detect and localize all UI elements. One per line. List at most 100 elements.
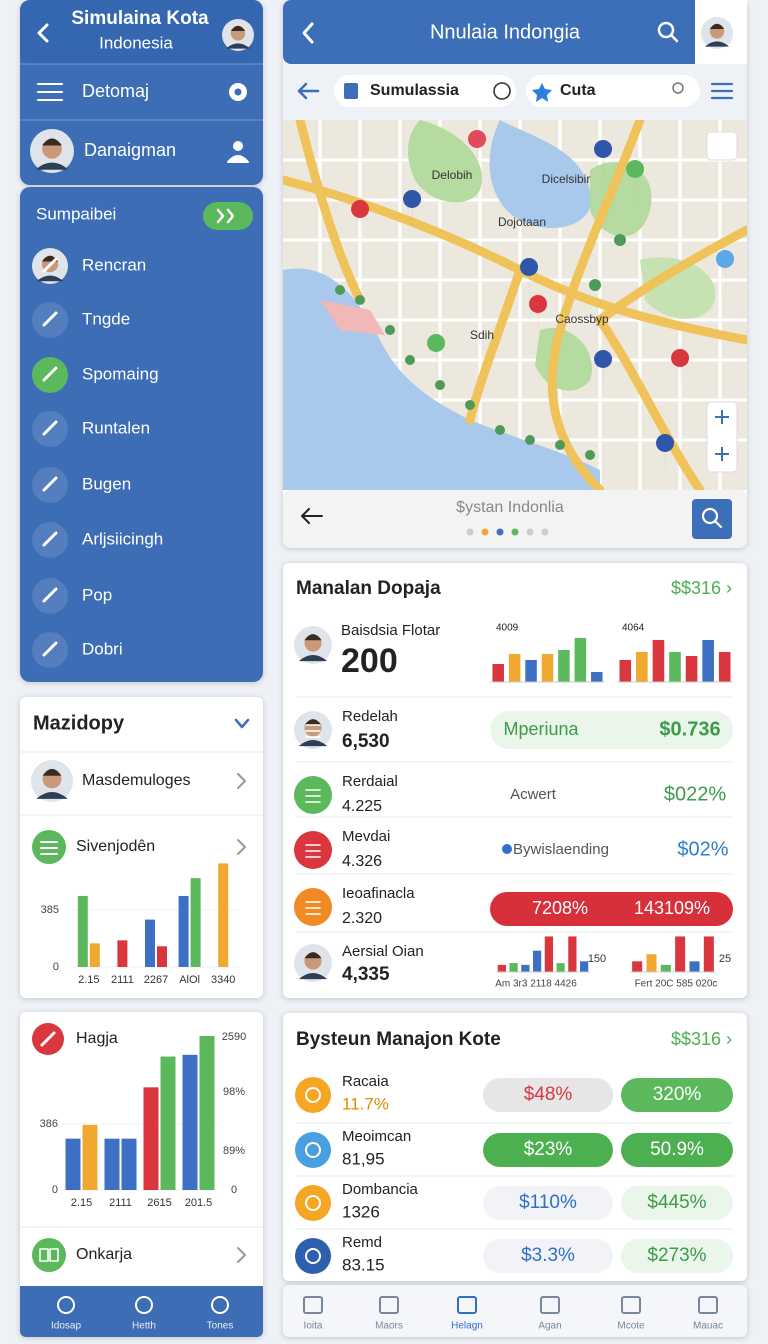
search-icon[interactable] — [657, 21, 675, 39]
menu-item[interactable]: Runtalen — [82, 418, 150, 437]
section-title[interactable]: Sivenjodên — [76, 838, 155, 855]
chart-caption: Fert 20C 585 020c — [635, 979, 718, 990]
menu-title: Sumpaibei — [36, 204, 116, 223]
nav-item[interactable]: Ioita — [304, 1321, 323, 1332]
value-pill — [621, 1078, 733, 1112]
menu-item[interactable]: Detomaj — [82, 81, 149, 101]
menu-item[interactable]: Pop — [82, 585, 112, 604]
row-value: 6,530 — [342, 731, 390, 752]
card-link[interactable]: $$316 › — [671, 1029, 732, 1049]
menu-item[interactable]: Arljsiicingh — [82, 529, 163, 548]
value-pill — [621, 1239, 733, 1273]
nav-icon — [540, 1296, 560, 1314]
bar — [157, 946, 167, 967]
avatar-body — [298, 654, 328, 662]
y-tick-label: 386 — [40, 1118, 58, 1130]
bar — [636, 652, 648, 682]
back-button[interactable] — [302, 22, 314, 44]
chart-label: 4009 — [496, 623, 519, 634]
chevron — [237, 773, 246, 789]
nav-item[interactable]: Tones — [207, 1321, 234, 1332]
bar — [182, 1054, 198, 1190]
toggle[interactable] — [203, 202, 253, 230]
row-value: 4.326 — [342, 853, 382, 870]
y-tick-label: 0 — [53, 961, 59, 973]
search-tab[interactable]: Sumulassia — [370, 82, 459, 99]
x-tick-label: 2111 — [111, 974, 134, 986]
map-place-label: Dicelsibir — [542, 172, 591, 186]
nav-icon — [57, 1296, 75, 1314]
bar — [77, 895, 88, 967]
pill-icon — [344, 83, 358, 99]
search-tab[interactable]: Cuta — [560, 82, 596, 99]
row-icon — [294, 831, 332, 869]
search-pill[interactable] — [334, 75, 516, 107]
card-link[interactable]: $$316 › — [671, 578, 732, 598]
zoom-controls[interactable] — [706, 131, 738, 473]
x-tick-label: AlOl — [179, 974, 200, 986]
row-amount: $02% — [677, 838, 728, 860]
row-icon — [294, 888, 332, 926]
map-pins[interactable] — [351, 130, 735, 480]
feature-name: Baisdsia Flotar — [341, 622, 440, 639]
right-axis-label: 89% — [223, 1145, 245, 1157]
menu-icon[interactable] — [37, 83, 63, 101]
row-name: Dombancia — [342, 1181, 419, 1198]
back-button[interactable] — [37, 23, 49, 43]
nav-item[interactable]: Helagn — [451, 1321, 483, 1332]
bar — [718, 652, 731, 682]
y-tick-label: 0 — [52, 1184, 58, 1196]
bar — [190, 878, 201, 967]
menu-item[interactable]: Tngde — [82, 309, 130, 328]
user-row[interactable]: Masdemuloges — [82, 772, 191, 789]
person-head — [233, 141, 243, 151]
row-glyph — [305, 1087, 321, 1103]
row-icon — [295, 1077, 331, 1113]
bar — [218, 863, 229, 967]
search-glyph — [701, 507, 719, 525]
search-pill[interactable] — [526, 75, 700, 107]
nav-item[interactable]: Agan — [538, 1321, 561, 1332]
value-pill — [621, 1186, 733, 1220]
bar — [703, 936, 714, 972]
row-label: Bywislaending — [513, 841, 609, 858]
map-footer — [283, 490, 747, 548]
x-tick-label: 2.15 — [71, 1197, 92, 1209]
menu-item[interactable]: Spomaing — [82, 364, 159, 383]
nav-item[interactable]: Maors — [375, 1321, 403, 1332]
bar — [652, 640, 665, 682]
avatar-body — [36, 792, 68, 799]
row-glyph — [305, 1142, 321, 1158]
footer-row[interactable]: Onkarja — [76, 1246, 132, 1263]
menu-icon[interactable] — [710, 82, 734, 100]
menu-item[interactable]: Bugen — [82, 474, 131, 493]
user-name[interactable]: Danaigman — [84, 140, 176, 160]
menu-item[interactable]: Rencran — [82, 255, 146, 274]
avatar-hair — [42, 768, 62, 776]
nav-item[interactable]: Idosap — [51, 1321, 81, 1332]
back-arrow[interactable] — [301, 508, 323, 524]
map — [283, 120, 747, 490]
nav-item[interactable]: Hetth — [132, 1321, 156, 1332]
bar — [65, 1138, 81, 1190]
value-pill — [483, 1239, 613, 1273]
nav-icon — [457, 1296, 477, 1314]
bar — [199, 1036, 215, 1190]
card-title: Bysteun Manajon Kote — [296, 1029, 501, 1050]
chevron[interactable] — [234, 718, 250, 729]
pill-value: $273% — [647, 1245, 706, 1266]
search-button[interactable] — [692, 499, 732, 539]
person-icon — [672, 82, 684, 94]
menu-item[interactable]: Dobri — [82, 639, 123, 658]
bar — [160, 1056, 176, 1190]
back-arrow[interactable] — [297, 82, 320, 100]
avatar-body — [298, 972, 328, 980]
avatar-hair — [42, 138, 62, 146]
map-place-label: Dojotaan — [498, 215, 546, 229]
avatar-hair — [304, 634, 322, 641]
chart-side-label: 150 — [588, 953, 606, 965]
status-dot — [502, 844, 512, 854]
nav-item[interactable]: Mcote — [617, 1321, 645, 1332]
nav-item[interactable]: Mauac — [693, 1321, 723, 1332]
